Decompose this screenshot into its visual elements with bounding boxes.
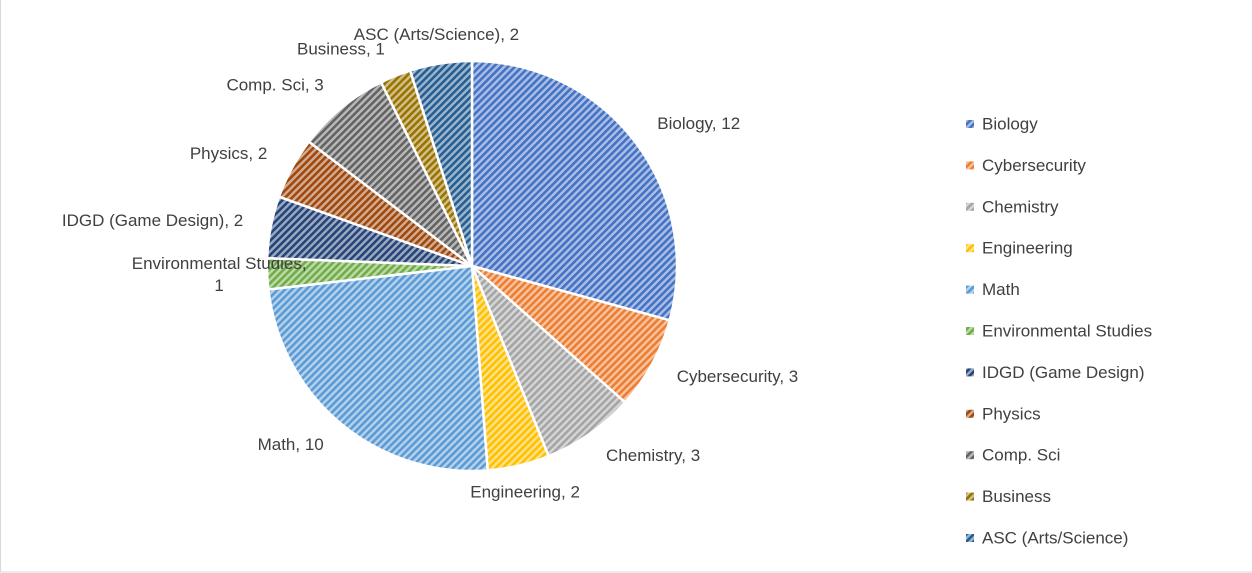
legend-label: Biology [982, 114, 1038, 133]
legend-swatch [966, 161, 974, 170]
legend-swatch [966, 409, 974, 418]
legend-swatch [966, 368, 974, 377]
data-label: ASC (Arts/Science), 2 [354, 25, 519, 44]
legend-label: Engineering [982, 239, 1073, 258]
legend-label: Comp. Sci [982, 446, 1060, 465]
legend-label: ASC (Arts/Science) [982, 528, 1128, 547]
pie-slice [266, 264, 490, 473]
legend-label: Environmental Studies [982, 321, 1152, 340]
data-label: Chemistry, 3 [606, 446, 700, 465]
data-label: Business, 1 [297, 39, 385, 58]
legend-label: Physics [982, 404, 1041, 423]
legend-swatch [966, 120, 974, 128]
data-label: Math, 10 [258, 435, 324, 454]
data-label: Physics, 2 [190, 144, 267, 163]
legend-label: Math [982, 280, 1020, 299]
pie-slice [470, 59, 679, 322]
legend-swatch [966, 244, 974, 253]
legend-label: Cybersecurity [982, 156, 1086, 175]
data-label: Cybersecurity, 3 [677, 367, 799, 386]
legend-swatch [966, 202, 974, 211]
data-label: Environmental Studies, 1 [132, 254, 307, 295]
data-label: Comp. Sci, 3 [226, 76, 323, 95]
legend-label: IDGD (Game Design) [982, 363, 1144, 382]
legend-swatch [966, 285, 974, 294]
legend-swatch [966, 492, 974, 501]
legend-label: Chemistry [982, 197, 1059, 216]
pie-slice [408, 59, 474, 267]
legend-swatch [966, 451, 974, 460]
legend-swatch [966, 534, 974, 542]
data-label: IDGD (Game Design), 2 [62, 211, 243, 230]
legend-swatch [966, 327, 974, 335]
data-label: Engineering, 2 [470, 482, 580, 501]
legend-label: Business [982, 487, 1051, 506]
data-label: Biology, 12 [657, 114, 740, 133]
